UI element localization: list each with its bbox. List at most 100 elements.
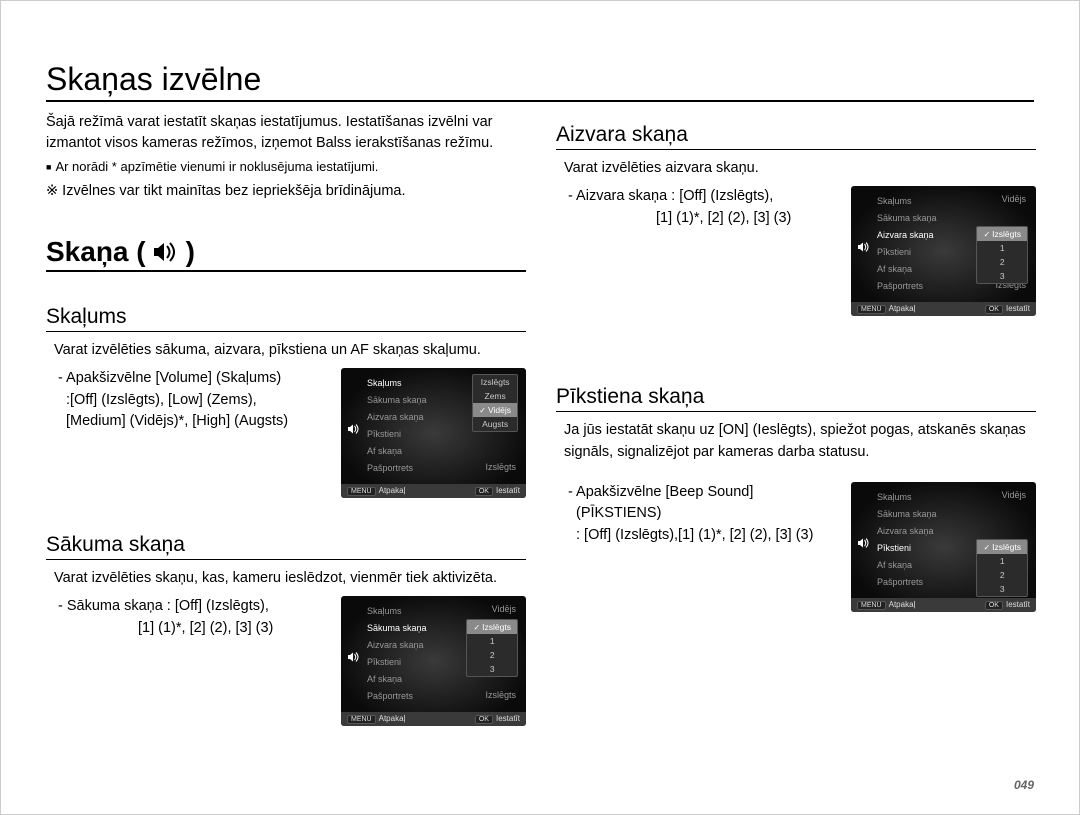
menu-list: Skaļums Sākuma skaņa Aizvara skaņa Pīkstien… (877, 490, 937, 590)
popup-option: 2 (977, 255, 1027, 269)
popup-option: Izslēgts (977, 227, 1027, 241)
popup-option: 3 (467, 662, 517, 676)
popup-option: Augsts (473, 417, 517, 431)
pikstiena-body: Ja jūs iestatāt skaņu uz [ON] (Ieslēgts)… (564, 420, 1036, 464)
screenshot-footer: MENUAtpakaļ OKIestatīt (341, 484, 526, 498)
popup-option: 1 (977, 554, 1027, 568)
menu-item: Pašportrets (877, 575, 937, 590)
skaums-opt1: - Apakšizvēlne [Volume] (Skaļums) (58, 368, 331, 390)
check-icon (473, 622, 482, 632)
menu-item: Skaļums (877, 490, 937, 505)
menu-item: Pīkstieni (367, 655, 427, 670)
main-title: Skaņas izvēlne (46, 61, 1034, 102)
back-hint: MENUAtpakaļ (857, 304, 915, 313)
intro-block: Šajā režīmā varat iestatīt skaņas iestat… (46, 112, 526, 202)
speaker-icon (857, 241, 871, 255)
sakuma-body: Varat izvēlēties skaņu, kas, kameru iesl… (54, 568, 526, 590)
skaums-body: Varat izvēlēties sākuma, aizvara, pīksti… (54, 340, 526, 362)
menu-item: Sākuma skaņa (877, 507, 937, 522)
popup-option: Izslēgts (467, 620, 517, 634)
menu-item: Pīkstieni (877, 541, 937, 556)
sakuma-title: Sākuma skaņa (46, 533, 526, 560)
submenu-popup: Izslēgts123 (466, 619, 518, 677)
popup-option: Zems (473, 389, 517, 403)
menu-list: SkaļumsSākuma skaņaAizvara skaņaPīkstien… (877, 194, 937, 294)
intro-paragraph: Šajā režīmā varat iestatīt skaņas iestat… (46, 112, 526, 154)
ok-badge: OK (475, 487, 493, 496)
speaker-icon (347, 423, 361, 437)
menu-item: Pīkstieni (367, 427, 427, 442)
menu-item: Sākuma skaņa (367, 393, 427, 408)
menu-value: Vidējs (492, 604, 516, 614)
menu-badge: MENU (347, 715, 376, 724)
submenu-popup: IzslēgtsZemsVidējsAugsts (472, 374, 518, 432)
menu-item: Sākuma skaņa (367, 621, 427, 636)
menu-item: Af skaņa (367, 444, 427, 459)
intro-bullet: Ar norādi * apzīmētie vienumi ir noklusē… (46, 158, 526, 177)
menu-value: Vidējs (1002, 490, 1026, 500)
sakuma-opt1: - Sākuma skaņa : [Off] (Izslēgts), (58, 596, 331, 618)
submenu-popup: Izslēgts123 (976, 226, 1028, 284)
popup-option: Vidējs (473, 403, 517, 417)
menu-badge: MENU (857, 305, 886, 314)
check-icon (983, 542, 992, 552)
ok-badge: OK (985, 305, 1003, 314)
menu-value: Izslēgts (485, 462, 516, 472)
section-heading: Skaņa ( ) (46, 236, 526, 272)
ok-badge: OK (475, 715, 493, 724)
menu-badge: MENU (857, 601, 886, 610)
aizvara-screenshot: SkaļumsSākuma skaņaAizvara skaņaPīkstien… (851, 186, 1036, 316)
back-hint: MENUAtpakaļ (347, 714, 405, 723)
skaums-screenshot: Skaļums Sākuma skaņa Aizvara skaņa Pīkstien… (341, 368, 526, 498)
menu-item: Pašportrets (367, 461, 427, 476)
pikstiena-opt2: : [Off] (Izslēgts),[1] (1)*, [2] (2), [3… (576, 525, 841, 547)
popup-option: 1 (467, 634, 517, 648)
check-icon (983, 229, 992, 239)
menu-item: Af skaņa (367, 672, 427, 687)
back-hint: MENUAtpakaļ (347, 486, 405, 495)
set-hint: OKIestatīt (985, 600, 1030, 609)
screenshot-footer: MENUAtpakaļOKIestatīt (341, 712, 526, 726)
menu-item: Skaļums (877, 194, 937, 209)
aizvara-title: Aizvara skaņa (556, 123, 1036, 150)
menu-item: Aizvara skaņa (877, 524, 937, 539)
speaker-icon (152, 240, 180, 264)
menu-item: Sākuma skaņa (877, 211, 937, 226)
aizvara-opt2: [1] (1)*, [2] (2), [3] (3) (656, 208, 841, 230)
skaums-title: Skaļums (46, 305, 526, 332)
pikstiena-title: Pīkstiena skaņa (556, 385, 1036, 412)
menu-item: Skaļums (367, 376, 427, 391)
speaker-icon (857, 537, 871, 551)
pikstiena-opt1: - Apakšizvēlne [Beep Sound] (PĪKSTIENS) (568, 482, 841, 526)
menu-item: Aizvara skaņa (367, 410, 427, 425)
section-title-close: ) (186, 236, 195, 268)
back-hint: MENUAtpakaļ (857, 600, 915, 609)
popup-option: 2 (467, 648, 517, 662)
speaker-icon (347, 651, 361, 665)
submenu-popup: Izslēgts123 (976, 539, 1028, 597)
intro-note: ※ Izvēlnes var tikt mainītas bez iepriek… (46, 181, 526, 202)
popup-option: 1 (977, 241, 1027, 255)
menu-item: Pīkstieni (877, 245, 937, 260)
sakuma-screenshot: SkaļumsSākuma skaņaAizvara skaņaPīkstien… (341, 596, 526, 726)
set-hint: OKIestatīt (475, 486, 520, 495)
pikstiena-screenshot: Skaļums Sākuma skaņa Aizvara skaņa Pīkstien… (851, 482, 1036, 612)
popup-option: 2 (977, 568, 1027, 582)
menu-item: Af skaņa (877, 262, 937, 277)
menu-list: Skaļums Sākuma skaņa Aizvara skaņa Pīkstien… (367, 376, 427, 476)
menu-value: Vidējs (1002, 194, 1026, 204)
menu-item: Pašportrets (367, 689, 427, 704)
screenshot-footer: MENUAtpakaļ OKIestatīt (851, 302, 1036, 316)
set-hint: OKIestatīt (985, 304, 1030, 313)
skaums-opt2: :[Off] (Izslēgts), [Low] (Zems), (66, 390, 331, 412)
menu-item: Aizvara skaņa (367, 638, 427, 653)
popup-option: 3 (977, 582, 1027, 596)
skaums-opt3: [Medium] (Vidējs)*, [High] (Augsts) (66, 411, 331, 433)
menu-value: Izslēgts (485, 690, 516, 700)
menu-list: SkaļumsSākuma skaņaAizvara skaņaPīkstien… (367, 604, 427, 704)
menu-item: Pašportrets (877, 279, 937, 294)
section-title-text: Skaņa ( (46, 236, 146, 268)
menu-item: Af skaņa (877, 558, 937, 573)
popup-option: Izslēgts (977, 540, 1027, 554)
page-number: 049 (1014, 778, 1034, 792)
